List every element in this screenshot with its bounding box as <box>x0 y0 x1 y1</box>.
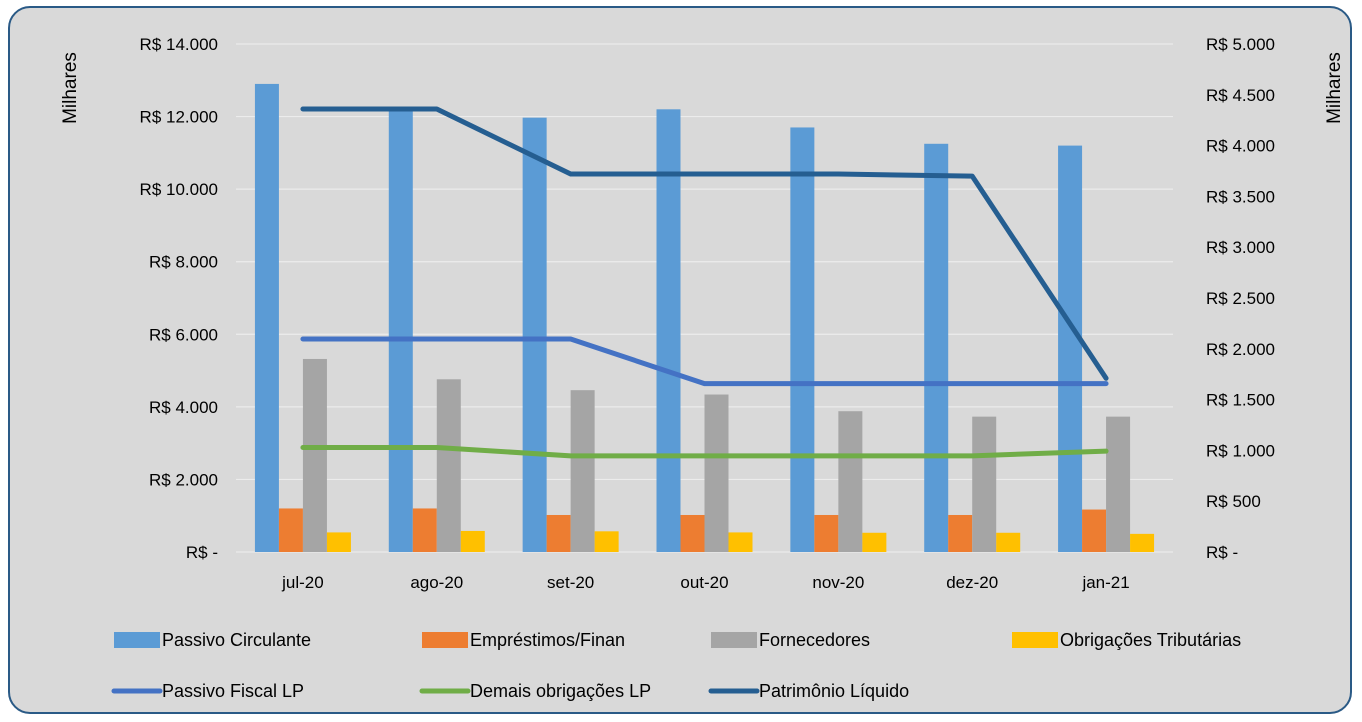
series-line <box>300 106 1109 381</box>
bar <box>302 358 327 552</box>
legend-swatch <box>711 632 757 648</box>
right-tick-label: R$ 1.000 <box>1206 441 1275 460</box>
bar <box>388 109 413 553</box>
right-tick-label: R$ 4.500 <box>1206 86 1275 105</box>
right-tick-label: R$ - <box>1206 543 1238 562</box>
right-tick-label: R$ 2.500 <box>1206 289 1275 308</box>
bar <box>460 530 485 552</box>
right-tick-label: R$ 3.500 <box>1206 187 1275 206</box>
left-tick-label: R$ 4.000 <box>149 398 218 417</box>
chart-frame: R$ - R$ 2.000 R$ 4.000 R$ 6.000 R$ 8.000 R$ 1… <box>8 6 1352 714</box>
right-tick-label: R$ 2.000 <box>1206 340 1275 359</box>
left-tick-label: R$ 8.000 <box>149 253 218 272</box>
category-label: out-20 <box>680 573 728 592</box>
bar <box>546 514 571 552</box>
bar <box>570 390 595 552</box>
bar <box>862 532 887 552</box>
right-tick-label: R$ 3.000 <box>1206 238 1275 257</box>
category-label: jan-21 <box>1081 573 1129 592</box>
legend-swatch <box>1012 632 1058 648</box>
bar <box>594 531 619 552</box>
series-line <box>300 336 1109 387</box>
category-label: nov-20 <box>812 573 864 592</box>
bar <box>1058 145 1083 552</box>
category-label: set-20 <box>547 573 594 592</box>
category-label: ago-20 <box>410 573 463 592</box>
category-label: jul-20 <box>281 573 324 592</box>
bar <box>412 508 437 552</box>
legend-label: Demais obrigações LP <box>470 681 651 701</box>
left-tick-label: R$ 14.000 <box>140 35 218 54</box>
left-axis-title: Milhares <box>60 52 81 124</box>
right-axis-title: Milhares <box>1324 52 1345 124</box>
legend-label: Patrimônio Líquido <box>759 681 909 701</box>
bar <box>1082 509 1107 552</box>
left-tick-label: R$ 6.000 <box>149 325 218 344</box>
bar <box>972 416 997 552</box>
bar <box>1130 533 1155 552</box>
series-line <box>300 444 1109 459</box>
bar <box>278 508 303 552</box>
right-tick-label: R$ 5.000 <box>1206 35 1275 54</box>
bar <box>1106 416 1131 552</box>
bar <box>254 83 279 553</box>
left-tick-label: R$ 10.000 <box>140 180 218 199</box>
bar <box>326 532 351 552</box>
bar <box>838 411 863 552</box>
right-tick-label: R$ 4.000 <box>1206 137 1275 156</box>
bar <box>728 532 753 552</box>
bar <box>436 379 461 552</box>
category-label: dez-20 <box>946 573 998 592</box>
bar <box>790 127 815 552</box>
left-tick-label: R$ - <box>186 543 218 562</box>
bar <box>522 117 547 552</box>
bar <box>996 532 1021 552</box>
combo-chart: R$ - R$ 2.000 R$ 4.000 R$ 6.000 R$ 8.000 R$ 1… <box>60 35 1345 701</box>
legend-label: Obrigações Tributárias <box>1060 630 1241 650</box>
legend-label: Empréstimos/Finan <box>470 630 625 650</box>
legend-label: Passivo Fiscal LP <box>162 681 304 701</box>
bar <box>814 514 839 552</box>
legend-label: Fornecedores <box>759 630 870 650</box>
bar <box>656 109 681 553</box>
bar <box>680 514 705 552</box>
bar <box>924 143 949 553</box>
legend-swatch <box>422 632 468 648</box>
bar <box>704 394 729 552</box>
right-tick-label: R$ 1.500 <box>1206 391 1275 410</box>
left-tick-label: R$ 2.000 <box>149 470 218 489</box>
left-tick-label: R$ 12.000 <box>140 108 218 127</box>
legend-swatch <box>114 632 160 648</box>
bar <box>948 514 973 552</box>
legend-label: Passivo Circulante <box>162 630 311 650</box>
right-tick-label: R$ 500 <box>1206 492 1261 511</box>
